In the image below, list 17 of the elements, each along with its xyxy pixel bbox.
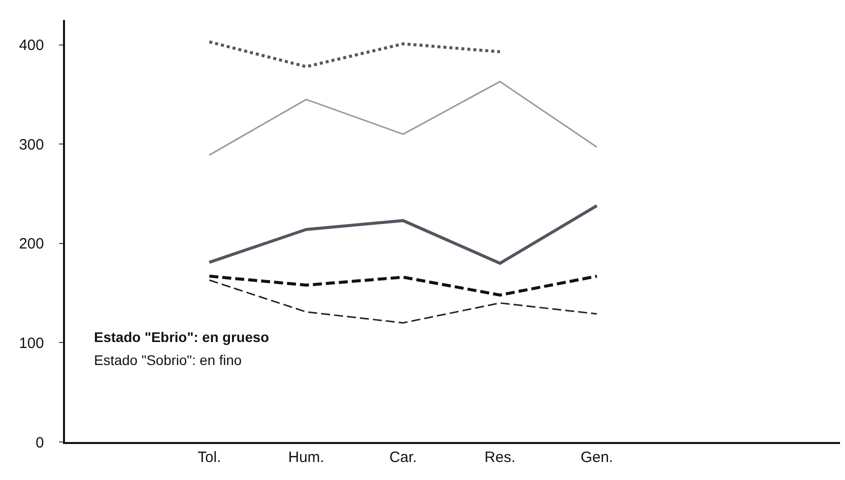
x-tick-label: Res. — [484, 449, 516, 466]
annotation: Estado "Ebrio": en grueso — [94, 329, 270, 345]
y-tick-label: 0 — [36, 434, 44, 452]
x-tick-label: Car. — [389, 449, 417, 466]
annotation: Estado "Sobrio": en fino — [94, 352, 242, 368]
line-series — [208, 279, 598, 324]
line-series — [208, 40, 502, 68]
y-tick-label: 400 — [18, 37, 44, 54]
line-series — [208, 80, 598, 156]
x-tick-label: Tol. — [198, 449, 222, 466]
y-tick-label: 100 — [18, 334, 44, 352]
line-series — [208, 204, 598, 265]
x-tick-label: Hum. — [288, 449, 324, 466]
line-series — [208, 274, 598, 297]
y-tick-label: 300 — [18, 136, 44, 154]
y-tick-label: 200 — [18, 236, 44, 253]
x-tick-label: Gen. — [580, 449, 614, 466]
